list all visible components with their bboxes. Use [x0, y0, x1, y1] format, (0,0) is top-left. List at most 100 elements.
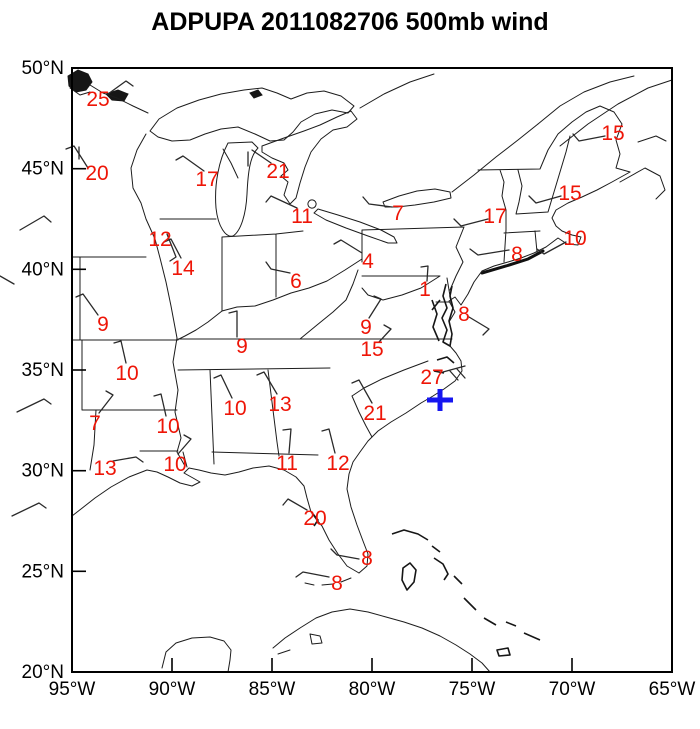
station-wind-value: 13	[268, 393, 291, 416]
wind-barb	[163, 238, 182, 259]
x-axis-tick-label: 65°W	[649, 679, 696, 700]
lake-erie	[313, 208, 398, 244]
florida-keys	[304, 577, 352, 586]
x-axis-tick-label: 80°W	[349, 679, 396, 700]
station-wind-value: 27	[420, 366, 443, 389]
station-wind-value: 6	[290, 270, 302, 293]
margin-wind-barb	[19, 215, 52, 231]
wind-barb	[113, 340, 127, 364]
yucatan	[161, 636, 232, 673]
map-geography	[67, 69, 673, 673]
station-wind-value: 9	[236, 335, 248, 358]
wind-barb	[65, 145, 89, 169]
wind-barb	[112, 456, 144, 463]
station-wind-value: 8	[331, 572, 343, 595]
station-wind-value: 11	[291, 205, 313, 228]
plot-title: ADPUPA 2011082706 500mb wind	[151, 8, 549, 36]
y-axis-tick-label: 40°N	[22, 259, 64, 280]
station-wind-value: 10	[223, 397, 246, 420]
state-borders-south	[139, 360, 429, 468]
wind-barb	[469, 248, 510, 256]
cuba	[272, 608, 491, 673]
y-axis-tick-label: 45°N	[22, 159, 64, 180]
lake-michigan	[215, 141, 259, 237]
wind-barb	[177, 434, 192, 455]
chesapeake-bay	[431, 283, 454, 347]
station-wind-value: 15	[558, 182, 581, 205]
station-wind-value: 8	[458, 303, 470, 326]
y-axis-tick-label: 50°N	[22, 58, 64, 79]
pamlico-sound	[433, 356, 455, 374]
station-wind-value: 8	[511, 243, 523, 266]
wind-barb	[333, 239, 363, 254]
wind-barb	[468, 316, 490, 336]
y-axis-tick-label: 30°N	[22, 461, 64, 482]
lake-superior	[149, 87, 355, 142]
plot-frame	[71, 67, 673, 673]
station-wind-value: 14	[171, 257, 195, 280]
wind-barb	[265, 195, 298, 209]
station-wind-value: 9	[97, 313, 109, 336]
wind-barb	[265, 261, 291, 274]
st-lawrence-river	[451, 123, 539, 193]
wind-barb	[228, 310, 238, 338]
wind-barb	[98, 390, 114, 414]
long-island	[480, 249, 545, 275]
station-wind-value: 12	[326, 452, 349, 475]
lake-ontario	[382, 188, 452, 208]
canada-coast-curves	[359, 73, 673, 200]
y-axis-tick-label: 35°N	[22, 360, 64, 381]
station-wind-value: 7	[392, 202, 404, 225]
x-axis-tick-label: 75°W	[449, 679, 496, 700]
wind-barb	[175, 155, 205, 172]
coastline-newjersey-delaware	[448, 270, 483, 323]
station-wind-value: 21	[363, 402, 386, 425]
wind-barb	[282, 498, 308, 511]
wind-barb	[528, 195, 562, 204]
wind-barbs-layer	[0, 80, 606, 578]
wind-barb	[295, 571, 330, 578]
station-wind-value: 11	[276, 452, 298, 475]
station-wind-value: 21	[266, 160, 289, 183]
wind-barb	[572, 133, 606, 142]
station-wind-value: 4	[362, 250, 374, 273]
bahamas	[391, 529, 541, 657]
wind-barb	[449, 370, 459, 381]
station-wind-value: 20	[85, 162, 108, 185]
station-wind-value: 10	[563, 227, 586, 250]
y-axis-tick-label: 25°N	[22, 561, 64, 582]
tampa-bay	[312, 513, 319, 527]
wind-barb	[456, 368, 466, 379]
state-borders-midatlantic	[177, 226, 465, 340]
state-borders-midwest	[71, 133, 304, 471]
x-axis-tick-label: 90°W	[149, 679, 196, 700]
x-axis-tick-label: 70°W	[549, 679, 596, 700]
margin-wind-barb	[16, 398, 52, 413]
y-axis-tick-label: 20°N	[22, 662, 64, 683]
station-wind-value: 15	[360, 338, 383, 361]
wind-barb	[442, 365, 466, 373]
x-axis-tick-label: 95°W	[49, 679, 96, 700]
coastline-southeast	[346, 345, 463, 574]
axes-layer: 95°W 90°W 85°W 80°W 75°W 70°W 65°W 50°N 45°N 40°N…	[22, 58, 696, 700]
state-borders-newengland	[477, 105, 631, 263]
station-wind-value: 20	[303, 507, 326, 530]
wind-barb	[282, 428, 292, 454]
wind-barb	[213, 374, 233, 399]
margin-wind-barb	[0, 275, 15, 285]
minnesota-ontario-border	[89, 84, 149, 114]
wind-barb	[420, 265, 429, 282]
wind-barb	[378, 324, 392, 343]
green-bay	[222, 148, 239, 179]
station-wind-value: 13	[93, 457, 116, 480]
wind-barb	[321, 428, 336, 454]
station-wind-value: 10	[156, 415, 179, 438]
station-wind-value: 9	[360, 316, 372, 339]
wind-barb	[166, 233, 177, 262]
station-wind-value: 12	[148, 228, 171, 251]
coastline-gulf	[71, 465, 360, 574]
margin-wind-barb	[11, 502, 47, 517]
